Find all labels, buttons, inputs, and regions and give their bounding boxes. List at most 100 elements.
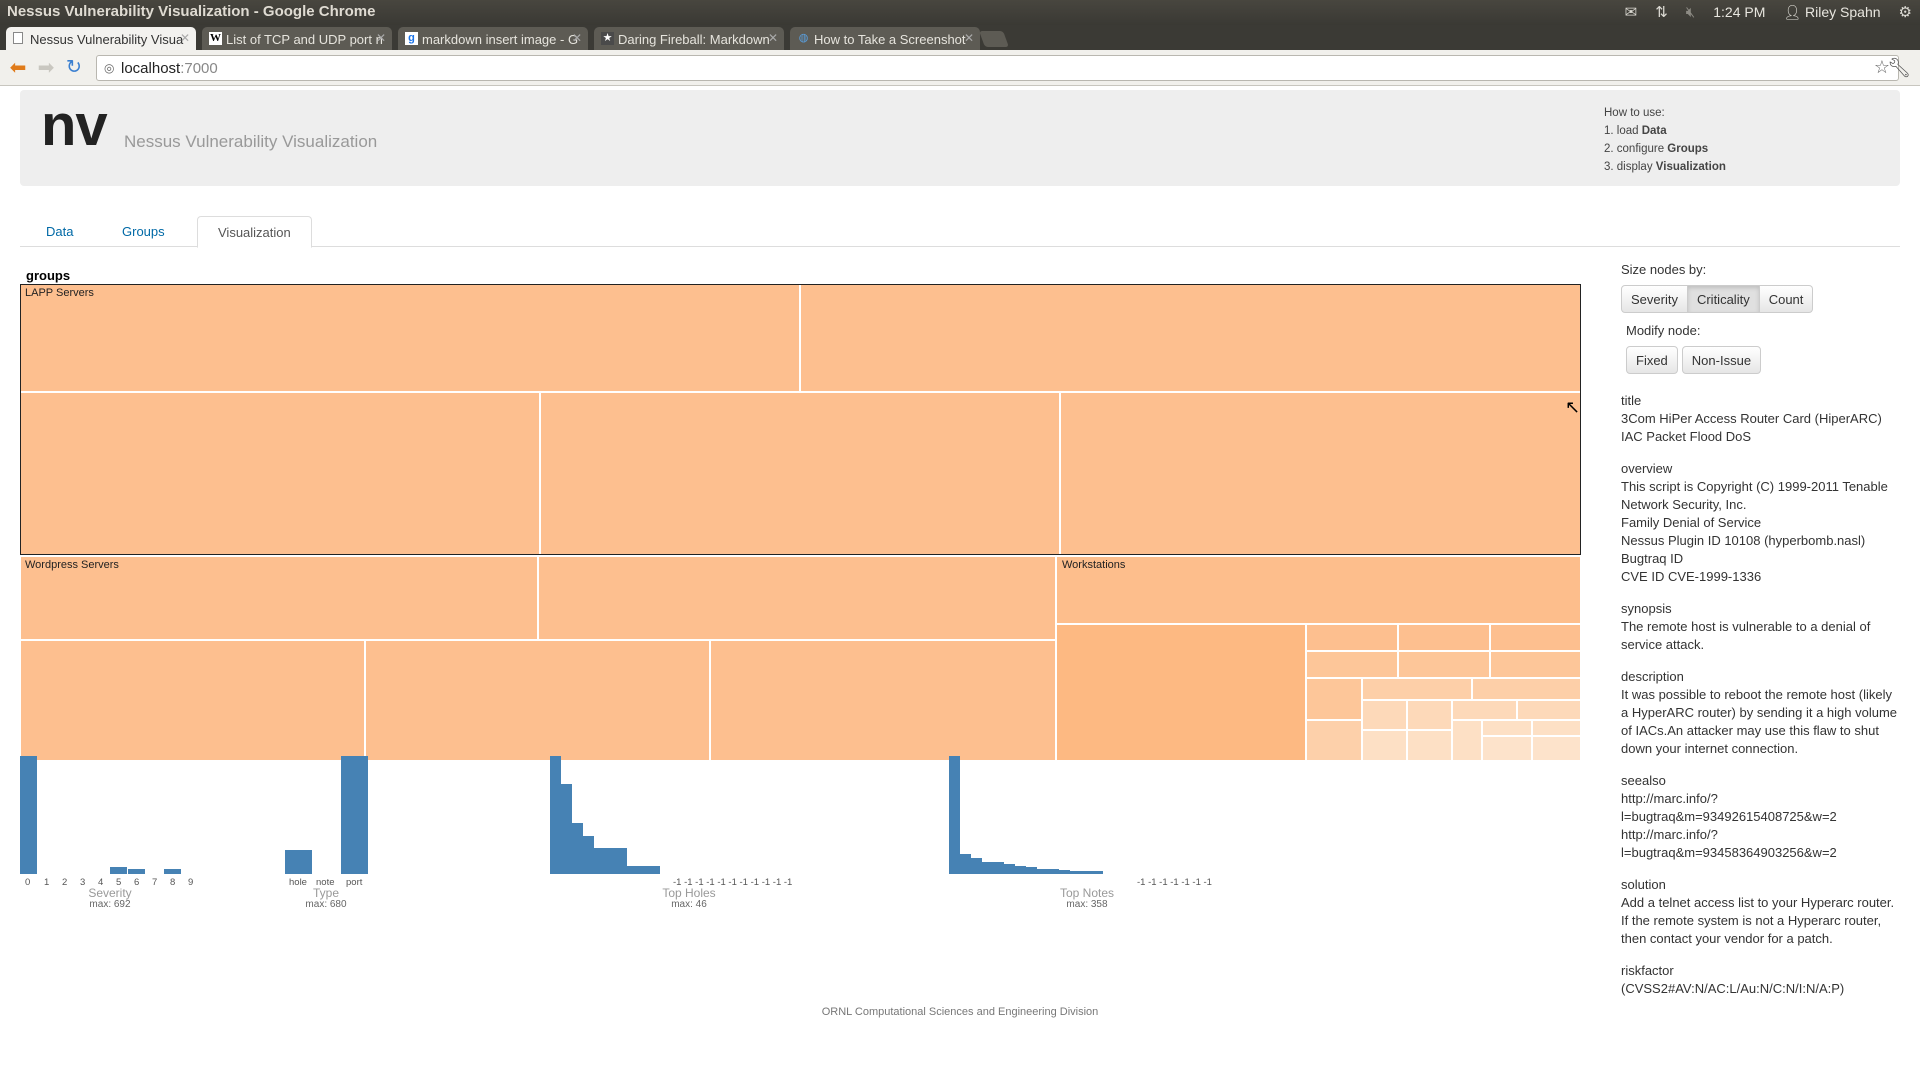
address-bar[interactable]: ◎ localhost:7000 ☆ xyxy=(96,55,1899,81)
size-by-severity-button[interactable]: Severity xyxy=(1621,285,1688,313)
step-bold: Data xyxy=(1641,125,1667,137)
top-notes-bar[interactable] xyxy=(1004,864,1015,874)
top-holes-bar[interactable] xyxy=(583,836,594,874)
treemap-node[interactable] xyxy=(1398,624,1490,651)
field-overview: overview This script is Copyright (C) 19… xyxy=(1621,460,1911,586)
treemap-node[interactable] xyxy=(800,284,1581,392)
mail-icon[interactable]: ✉ xyxy=(1624,4,1638,21)
treemap-node[interactable] xyxy=(1306,624,1398,651)
severity-bar[interactable] xyxy=(164,869,181,874)
network-icon[interactable]: ⇅ xyxy=(1655,4,1668,21)
top-holes-bar[interactable] xyxy=(572,823,583,874)
size-by-count-button[interactable]: Count xyxy=(1759,285,1814,313)
top-notes-bar[interactable] xyxy=(960,854,971,874)
close-icon[interactable]: ✕ xyxy=(963,31,974,45)
top-holes-bar[interactable] xyxy=(649,866,660,874)
forward-arrow-icon[interactable]: ➡ xyxy=(37,57,55,79)
top-notes-chart-max: max: 358 xyxy=(1066,899,1108,910)
top-notes-bar[interactable] xyxy=(1081,871,1092,874)
top-notes-bar[interactable] xyxy=(1059,870,1070,874)
browser-tab[interactable]: ★ Daring Fireball: Markdown ✕ xyxy=(594,27,784,50)
close-icon[interactable]: ✕ xyxy=(767,31,778,45)
tab-visualization[interactable]: Visualization xyxy=(197,216,312,248)
non-issue-button[interactable]: Non-Issue xyxy=(1681,346,1762,374)
close-icon[interactable]: ✕ xyxy=(571,31,582,45)
wrench-icon[interactable]: 🔧︎ xyxy=(1887,58,1912,79)
treemap-node[interactable] xyxy=(20,556,538,640)
browser-tab[interactable]: g markdown insert image - G ✕ xyxy=(398,27,588,50)
top-notes-bar[interactable] xyxy=(993,862,1004,874)
browser-tab[interactable]: W List of TCP and UDP port n ✕ xyxy=(202,27,392,50)
bookmark-star-icon[interactable]: ☆ xyxy=(1873,57,1890,77)
top-notes-bar[interactable] xyxy=(1026,867,1037,874)
size-nodes-label: Size nodes by: xyxy=(1621,262,1707,277)
treemap-node[interactable] xyxy=(1407,700,1452,730)
treemap-node[interactable] xyxy=(1056,624,1306,761)
top-holes-bar[interactable] xyxy=(550,756,561,874)
treemap-node[interactable] xyxy=(20,284,800,392)
top-holes-bar[interactable] xyxy=(627,866,638,874)
treemap-node[interactable] xyxy=(1362,700,1407,730)
tab-data[interactable]: Data xyxy=(46,224,74,239)
severity-bar[interactable] xyxy=(110,867,127,874)
type-bar[interactable] xyxy=(285,850,312,874)
treemap-node[interactable] xyxy=(540,392,1060,555)
treemap-node[interactable] xyxy=(1398,651,1490,678)
severity-bar[interactable] xyxy=(128,869,145,874)
treemap-node[interactable] xyxy=(1532,720,1581,736)
treemap-node[interactable] xyxy=(1490,624,1581,651)
treemap-node[interactable] xyxy=(1362,678,1472,700)
top-notes-bar[interactable] xyxy=(971,858,982,874)
treemap-node[interactable] xyxy=(1482,720,1532,736)
treemap-node[interactable] xyxy=(1452,700,1517,720)
page-info-icon[interactable]: ◎ xyxy=(104,61,115,75)
treemap-node[interactable] xyxy=(1362,730,1407,761)
back-arrow-icon[interactable]: ⬅ xyxy=(9,57,27,79)
treemap-node[interactable] xyxy=(1517,700,1581,720)
volume-muted-icon[interactable]: 🔇︎ xyxy=(1685,3,1696,21)
treemap-node[interactable] xyxy=(710,640,1056,761)
treemap-node[interactable] xyxy=(1482,736,1532,761)
top-notes-bar[interactable] xyxy=(1048,869,1059,874)
top-notes-bar[interactable] xyxy=(1070,871,1081,874)
fixed-button[interactable]: Fixed xyxy=(1626,346,1678,374)
clock[interactable]: 1:24 PM xyxy=(1713,4,1766,20)
treemap-node[interactable] xyxy=(1056,556,1581,624)
browser-tab[interactable]: Nessus Vulnerability Visua ✕ xyxy=(6,27,196,50)
top-notes-bar[interactable] xyxy=(1015,866,1026,874)
top-notes-bar[interactable] xyxy=(1092,871,1103,874)
user-menu[interactable]: 👤︎ Riley Spahn xyxy=(1783,4,1880,21)
gear-icon[interactable]: ⚙ xyxy=(1898,4,1912,21)
top-notes-bar[interactable] xyxy=(982,862,993,874)
top-holes-bar[interactable] xyxy=(605,848,616,874)
treemap-node[interactable] xyxy=(1306,720,1362,761)
reload-icon[interactable]: ↻ xyxy=(66,57,82,78)
browser-tab[interactable]: ◍ How to Take a Screenshot ✕ xyxy=(790,27,980,50)
treemap-node[interactable] xyxy=(1306,678,1362,720)
close-icon[interactable]: ✕ xyxy=(375,31,386,45)
top-holes-bar[interactable] xyxy=(594,848,605,874)
type-bar[interactable] xyxy=(341,756,368,874)
severity-tick: 2 xyxy=(62,877,68,888)
top-notes-bar[interactable] xyxy=(1037,869,1048,874)
new-tab-button[interactable] xyxy=(979,31,1009,47)
tab-groups[interactable]: Groups xyxy=(122,224,165,239)
top-notes-bar[interactable] xyxy=(949,756,960,874)
treemap-node[interactable] xyxy=(1472,678,1581,700)
treemap-node[interactable] xyxy=(1407,730,1452,761)
top-holes-bar[interactable] xyxy=(638,866,649,874)
severity-bar[interactable] xyxy=(20,756,37,874)
close-icon[interactable]: ✕ xyxy=(179,31,190,45)
top-holes-bar[interactable] xyxy=(561,784,572,874)
top-holes-bar[interactable] xyxy=(616,848,627,874)
treemap-node[interactable] xyxy=(1532,736,1581,761)
treemap-node[interactable] xyxy=(1452,720,1482,761)
treemap-node[interactable] xyxy=(20,392,540,555)
size-by-criticality-button[interactable]: Criticality xyxy=(1687,285,1760,313)
treemap-node[interactable] xyxy=(538,556,1056,640)
treemap-node[interactable] xyxy=(365,640,710,761)
treemap-node[interactable] xyxy=(1490,651,1581,678)
treemap-node[interactable] xyxy=(1060,392,1581,555)
treemap-node[interactable] xyxy=(20,640,365,761)
treemap-node[interactable] xyxy=(1306,651,1398,678)
